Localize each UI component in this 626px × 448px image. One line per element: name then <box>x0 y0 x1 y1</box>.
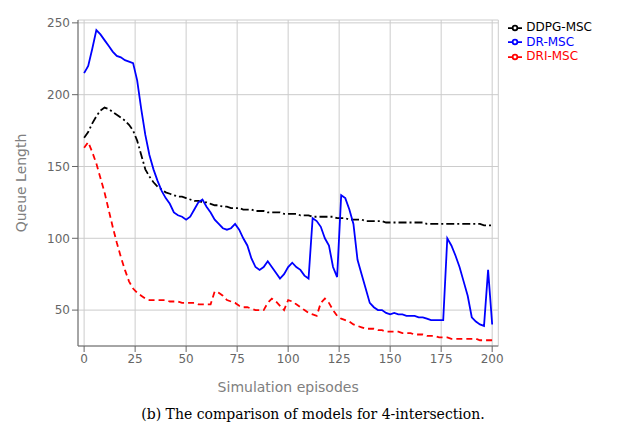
svg-text:150: 150 <box>47 160 70 174</box>
svg-text:50: 50 <box>178 352 193 366</box>
html-text:(b) The comparison of models f: (b) The comparison of models for 4-inter… <box>141 406 485 422</box>
svg-text:100: 100 <box>47 232 70 246</box>
html-text:DRI-MSC: DRI-MSC <box>526 49 579 63</box>
svg-text:100: 100 <box>277 352 300 366</box>
html-text:DDPG-MSC: DDPG-MSC <box>526 20 592 34</box>
svg-text:25: 25 <box>127 352 142 366</box>
svg-text:250: 250 <box>47 16 70 30</box>
svg-text:200: 200 <box>47 88 70 102</box>
svg-text:75: 75 <box>230 352 245 366</box>
svg-text:Queue Length: Queue Length <box>13 134 29 233</box>
svg-text:50: 50 <box>55 303 70 317</box>
svg-text:150: 150 <box>379 352 402 366</box>
svg-text:Simulation episodes: Simulation episodes <box>218 379 359 395</box>
html-text:DR-MSC: DR-MSC <box>526 34 575 49</box>
svg-text:200: 200 <box>481 352 504 366</box>
svg-text:0: 0 <box>80 352 88 366</box>
svg-text:175: 175 <box>430 352 453 366</box>
svg-text:125: 125 <box>328 352 351 366</box>
